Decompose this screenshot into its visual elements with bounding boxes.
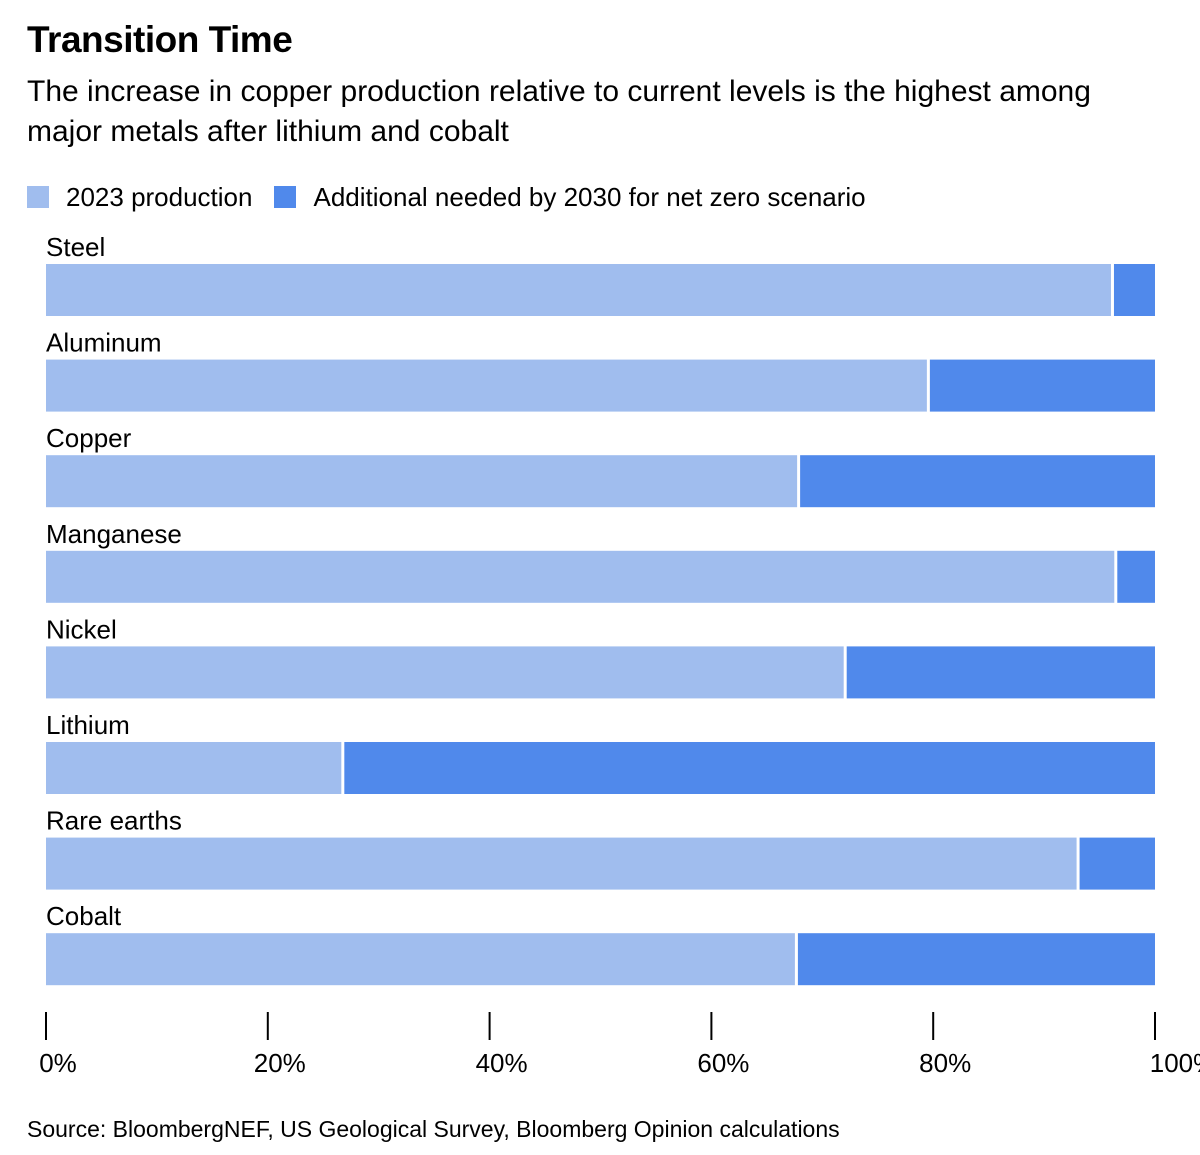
legend-item-additional-needed: Additional needed by 2030 for net zero s… <box>274 181 866 213</box>
x-tick-label-2: 40% <box>476 1048 528 1078</box>
x-tick-label-0: 0% <box>39 1048 77 1078</box>
legend-item-2023-production: 2023 production <box>27 182 252 213</box>
category-label-rare-earths: Rare earths <box>46 806 182 836</box>
bar-cobalt-2023-production <box>46 933 795 986</box>
bar-nickel-2023-production <box>46 646 844 699</box>
bar-cobalt-additional-needed <box>797 933 1155 986</box>
bar-aluminum-2023-production <box>46 359 927 412</box>
legend-label-2023-production: 2023 production <box>66 181 253 212</box>
bar-copper-additional-needed <box>800 455 1155 508</box>
bar-chart: Steel Aluminum Copper Manganese Nickel Lithiu… <box>39 232 1200 1078</box>
category-label-cobalt: Cobalt <box>46 901 122 931</box>
bar-aluminum-additional-needed <box>929 359 1155 412</box>
legend-swatch-2023-production <box>27 186 49 208</box>
bar-nickel-additional-needed <box>846 646 1155 699</box>
x-tick-label-4: 80% <box>919 1048 971 1078</box>
source-note: Source: BloombergNEF, US Geological Surv… <box>27 1116 840 1142</box>
category-label-aluminum: Aluminum <box>46 328 162 358</box>
bar-rare-earths-2023-production <box>46 837 1077 890</box>
bar-manganese-additional-needed <box>1117 550 1155 603</box>
bar-rare-earths-additional-needed <box>1079 837 1155 890</box>
bar-lithium-2023-production <box>46 742 342 794</box>
category-label-nickel: Nickel <box>46 614 117 644</box>
category-label-copper: Copper <box>46 423 132 453</box>
category-label-lithium: Lithium <box>46 710 130 740</box>
category-label-manganese: Manganese <box>46 519 182 549</box>
legend-label-additional-needed: Additional needed by 2030 for net zero s… <box>313 181 866 212</box>
bar-steel-2023-production <box>46 264 1111 316</box>
x-tick-label-3: 60% <box>697 1048 749 1078</box>
bar-lithium-additional-needed <box>344 742 1155 794</box>
bar-copper-2023-production <box>46 455 798 508</box>
chart-title: Transition Time <box>27 19 293 60</box>
x-tick-label-1: 20% <box>254 1048 306 1078</box>
legend: 2023 production Additional needed by 203… <box>27 180 888 214</box>
x-tick-label-5: 100% <box>1150 1048 1200 1078</box>
category-label-steel: Steel <box>46 232 105 262</box>
bar-steel-additional-needed <box>1113 264 1155 316</box>
bar-manganese-2023-production <box>46 550 1115 603</box>
legend-swatch-additional-needed <box>274 186 297 208</box>
chart-subtitle: The increase in copper production relati… <box>27 75 1091 148</box>
